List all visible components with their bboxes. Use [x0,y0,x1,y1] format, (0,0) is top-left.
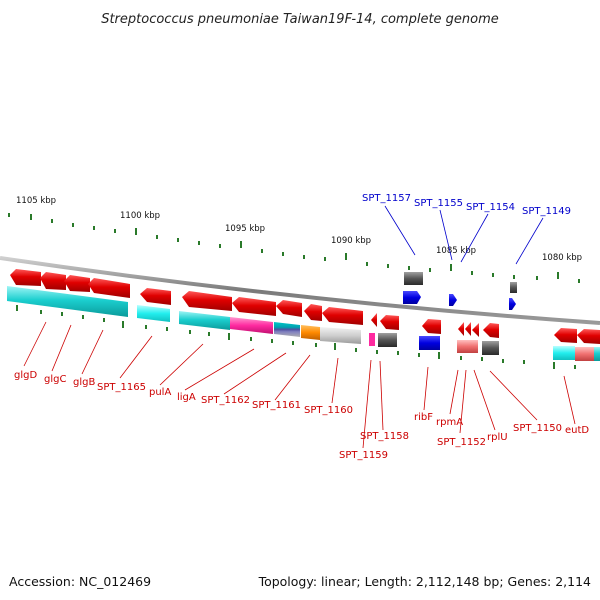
gene-label-spt1159[interactable]: SPT_1159 [339,450,388,461]
gene-label-spt1155[interactable]: SPT_1155 [414,198,463,209]
gene-spt1158-arrow[interactable] [380,315,399,330]
gene-label-rplU[interactable]: rplU [487,432,508,443]
gene-label-glgB[interactable]: glgB [73,377,95,388]
scale-label-1080: 1080 kbp [542,253,582,263]
gene-spt1162-arrow[interactable] [232,297,276,316]
feature-pulA[interactable] [179,311,230,330]
gene-eutD-arrow[interactable] [577,329,600,344]
scale-label-1090: 1090 kbp [331,236,371,246]
feature-eutD-a[interactable] [575,347,594,361]
gene-spt1150-arrow[interactable] [554,328,577,343]
gene-label-spt1150[interactable]: SPT_1150 [513,423,562,434]
scale-label-1095: 1095 kbp [225,224,265,234]
gene-spt1157-box[interactable] [404,272,423,285]
gene-rpmA-arrow[interactable] [458,322,464,336]
gene-label-spt1162[interactable]: SPT_1162 [201,395,250,406]
gene-label-glgD[interactable]: glgD [14,370,37,381]
gene-rplU-b-arrow[interactable] [483,323,499,338]
gene-spt1152-arrow[interactable] [465,322,471,336]
scale-ticks [8,213,580,283]
gene-spt1157-arrow[interactable] [403,291,421,304]
feature-rplU[interactable] [482,341,499,355]
gene-spt1165-arrow[interactable] [88,278,130,298]
gene-label-spt1160[interactable]: SPT_1160 [304,405,353,416]
gene-label-rpmA[interactable]: rpmA [436,417,463,428]
scale-label-1085: 1085 kbp [436,246,476,256]
gene-glgB-arrow[interactable] [64,275,90,292]
feature-ligA[interactable] [230,317,273,334]
feature-ribF[interactable] [419,336,440,350]
scale-label-1100: 1100 kbp [120,211,160,221]
gene-rplU-a-arrow[interactable] [472,323,479,337]
feature-spt1161[interactable] [301,325,320,340]
gene-label-spt1157[interactable]: SPT_1157 [362,193,411,204]
forward-strand-features [403,272,517,310]
gene-spt1160b-arrow[interactable] [322,307,363,325]
leader-lines-top [384,205,544,265]
gene-label-spt1158[interactable]: SPT_1158 [360,431,409,442]
feature-rpmA-spt1152[interactable] [457,340,478,353]
feature-spt1165[interactable] [137,305,170,322]
feature-spt1150[interactable] [553,346,575,360]
feature-spt1162[interactable] [274,322,300,337]
gene-label-spt1165[interactable]: SPT_1165 [97,382,146,393]
feature-eutD-b[interactable] [594,347,600,361]
gene-label-glgC[interactable]: glgC [44,374,66,385]
gene-spt1160a-arrow[interactable] [304,304,322,321]
scale-label-1105: 1105 kbp [16,196,56,206]
reverse-strand-features [7,286,600,361]
gene-ligA-arrow[interactable] [182,291,232,311]
gene-spt1149-arrow[interactable] [509,298,516,310]
feature-glg-operon[interactable] [7,286,128,317]
gene-label-ribF[interactable]: ribF [414,412,433,423]
map-title: Streptococcus pneumoniae Taiwan19F-14, c… [101,12,499,27]
gene-pulA-arrow[interactable] [140,288,171,305]
gene-spt1149-box[interactable] [510,282,517,293]
genome-backbone [0,256,600,325]
gene-spt1155-arrow[interactable] [449,294,457,306]
gene-glgD-arrow[interactable] [10,269,41,286]
gene-spt1159-arrow[interactable] [371,313,377,327]
leader-lines-bottom [23,321,576,449]
gene-label-spt1154[interactable]: SPT_1154 [466,202,515,213]
gene-label-eutD[interactable]: eutD [565,425,589,436]
gene-ribF-arrow[interactable] [422,319,441,334]
gene-label-spt1161[interactable]: SPT_1161 [252,400,301,411]
gene-label-ligA[interactable]: ligA [177,392,196,403]
gene-glgC-arrow[interactable] [40,272,66,290]
feature-spt1159[interactable] [369,333,375,346]
gene-spt1161-arrow[interactable] [276,300,302,317]
genome-summary-text: Topology: linear; Length: 2,112,148 bp; … [258,574,591,589]
reverse-strand-genes [10,269,600,344]
accession-text: Accession: NC_012469 [9,574,151,589]
feature-spt1158[interactable] [378,333,397,347]
gene-label-pulA[interactable]: pulA [149,387,171,398]
feature-spt1160[interactable] [320,327,361,344]
gene-label-spt1149[interactable]: SPT_1149 [522,206,571,217]
lower-ticks [16,305,576,369]
gene-label-spt1152[interactable]: SPT_1152 [437,437,486,448]
